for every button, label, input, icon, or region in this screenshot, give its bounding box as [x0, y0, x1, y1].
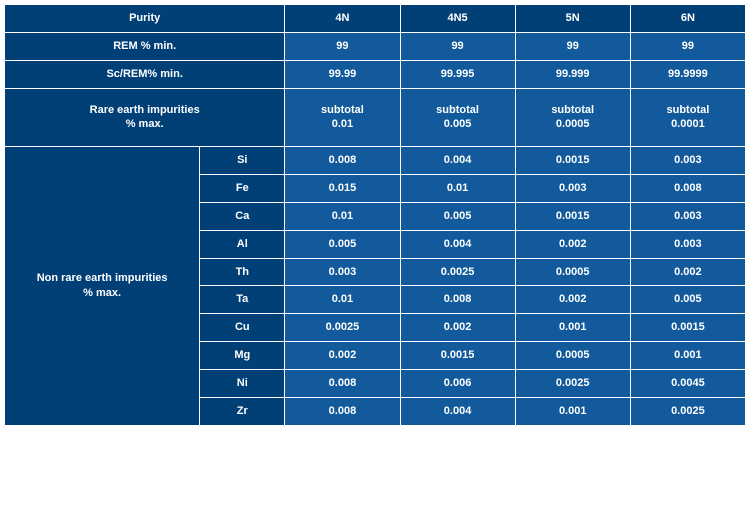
imp-al-col1: 0.004	[400, 230, 515, 258]
rem-min-4n: 99	[285, 32, 400, 60]
sc-rem-4n: 99.99	[285, 60, 400, 88]
imp-si-col1: 0.004	[400, 147, 515, 175]
grade-6n: 6N	[630, 5, 745, 33]
imp-si-col3: 0.003	[630, 147, 745, 175]
subtotal-label: subtotal	[436, 104, 479, 116]
imp-ni-col3: 0.0045	[630, 369, 745, 397]
imp-cu-col3: 0.0015	[630, 314, 745, 342]
element-si: Si	[200, 147, 285, 175]
element-ca: Ca	[200, 202, 285, 230]
rare-earth-imp-label: Rare earth impurities % max.	[5, 88, 285, 147]
imp-ni-col0: 0.008	[285, 369, 400, 397]
imp-cu-col2: 0.001	[515, 314, 630, 342]
imp-th-col0: 0.003	[285, 258, 400, 286]
imp-ta-col0: 0.01	[285, 286, 400, 314]
imp-fe-col2: 0.003	[515, 175, 630, 203]
element-mg: Mg	[200, 342, 285, 370]
rare-earth-sub-6n: subtotal 0.0001	[630, 88, 745, 147]
row-rem-min: REM % min. 99 99 99 99	[5, 32, 746, 60]
subtotal-val-6n: 0.0001	[671, 118, 705, 130]
imp-ta-col1: 0.008	[400, 286, 515, 314]
non-rare-earth-line1: Non rare earth impurities	[37, 272, 168, 284]
imp-mg-col3: 0.001	[630, 342, 745, 370]
imp-th-col1: 0.0025	[400, 258, 515, 286]
imp-ca-col1: 0.005	[400, 202, 515, 230]
imp-ca-col2: 0.0015	[515, 202, 630, 230]
subtotal-val-4n5: 0.005	[444, 118, 472, 130]
element-al: Al	[200, 230, 285, 258]
imp-zr-col0: 0.008	[285, 397, 400, 425]
sc-rem-4n5: 99.995	[400, 60, 515, 88]
imp-mg-col0: 0.002	[285, 342, 400, 370]
imp-si-col2: 0.0015	[515, 147, 630, 175]
imp-ni-col2: 0.0025	[515, 369, 630, 397]
grade-4n5: 4N5	[400, 5, 515, 33]
imp-al-col0: 0.005	[285, 230, 400, 258]
imp-zr-col2: 0.001	[515, 397, 630, 425]
row-rare-earth-impurities: Rare earth impurities % max. subtotal 0.…	[5, 88, 746, 147]
imp-zr-col1: 0.004	[400, 397, 515, 425]
row-sc-rem-min: Sc/REM% min. 99.99 99.995 99.999 99.9999	[5, 60, 746, 88]
imp-ca-col0: 0.01	[285, 202, 400, 230]
imp-ca-col3: 0.003	[630, 202, 745, 230]
rare-earth-sub-4n5: subtotal 0.005	[400, 88, 515, 147]
subtotal-val-5n: 0.0005	[556, 118, 590, 130]
rare-earth-imp-line1: Rare earth impurities	[90, 104, 200, 116]
imp-ni-col1: 0.006	[400, 369, 515, 397]
sc-rem-5n: 99.999	[515, 60, 630, 88]
imp-zr-col3: 0.0025	[630, 397, 745, 425]
element-zr: Zr	[200, 397, 285, 425]
rem-min-label: REM % min.	[5, 32, 285, 60]
rare-earth-imp-line2: % max.	[126, 118, 164, 130]
purity-spec-table: Purity 4N 4N5 5N 6N REM % min. 99 99 99 …	[4, 4, 746, 426]
impurity-row-si: Non rare earth impurities% max.Si0.0080.…	[5, 147, 746, 175]
grade-4n: 4N	[285, 5, 400, 33]
rem-min-6n: 99	[630, 32, 745, 60]
imp-al-col2: 0.002	[515, 230, 630, 258]
imp-al-col3: 0.003	[630, 230, 745, 258]
subtotal-val-4n: 0.01	[332, 118, 353, 130]
imp-th-col2: 0.0005	[515, 258, 630, 286]
imp-mg-col1: 0.0015	[400, 342, 515, 370]
element-ta: Ta	[200, 286, 285, 314]
sc-rem-min-label: Sc/REM% min.	[5, 60, 285, 88]
element-th: Th	[200, 258, 285, 286]
subtotal-label: subtotal	[667, 104, 710, 116]
grade-5n: 5N	[515, 5, 630, 33]
imp-ta-col2: 0.002	[515, 286, 630, 314]
sc-rem-6n: 99.9999	[630, 60, 745, 88]
rare-earth-sub-5n: subtotal 0.0005	[515, 88, 630, 147]
subtotal-label: subtotal	[321, 104, 364, 116]
imp-cu-col1: 0.002	[400, 314, 515, 342]
rare-earth-sub-4n: subtotal 0.01	[285, 88, 400, 147]
imp-fe-col0: 0.015	[285, 175, 400, 203]
subtotal-label: subtotal	[551, 104, 594, 116]
element-cu: Cu	[200, 314, 285, 342]
purity-label: Purity	[5, 5, 285, 33]
element-fe: Fe	[200, 175, 285, 203]
row-purity-header: Purity 4N 4N5 5N 6N	[5, 5, 746, 33]
rem-min-5n: 99	[515, 32, 630, 60]
non-rare-earth-line2: % max.	[83, 287, 121, 299]
element-ni: Ni	[200, 369, 285, 397]
imp-fe-col1: 0.01	[400, 175, 515, 203]
rem-min-4n5: 99	[400, 32, 515, 60]
imp-si-col0: 0.008	[285, 147, 400, 175]
imp-ta-col3: 0.005	[630, 286, 745, 314]
imp-th-col3: 0.002	[630, 258, 745, 286]
non-rare-earth-label: Non rare earth impurities % max.	[5, 147, 200, 425]
imp-mg-col2: 0.0005	[515, 342, 630, 370]
imp-cu-col0: 0.0025	[285, 314, 400, 342]
imp-fe-col3: 0.008	[630, 175, 745, 203]
